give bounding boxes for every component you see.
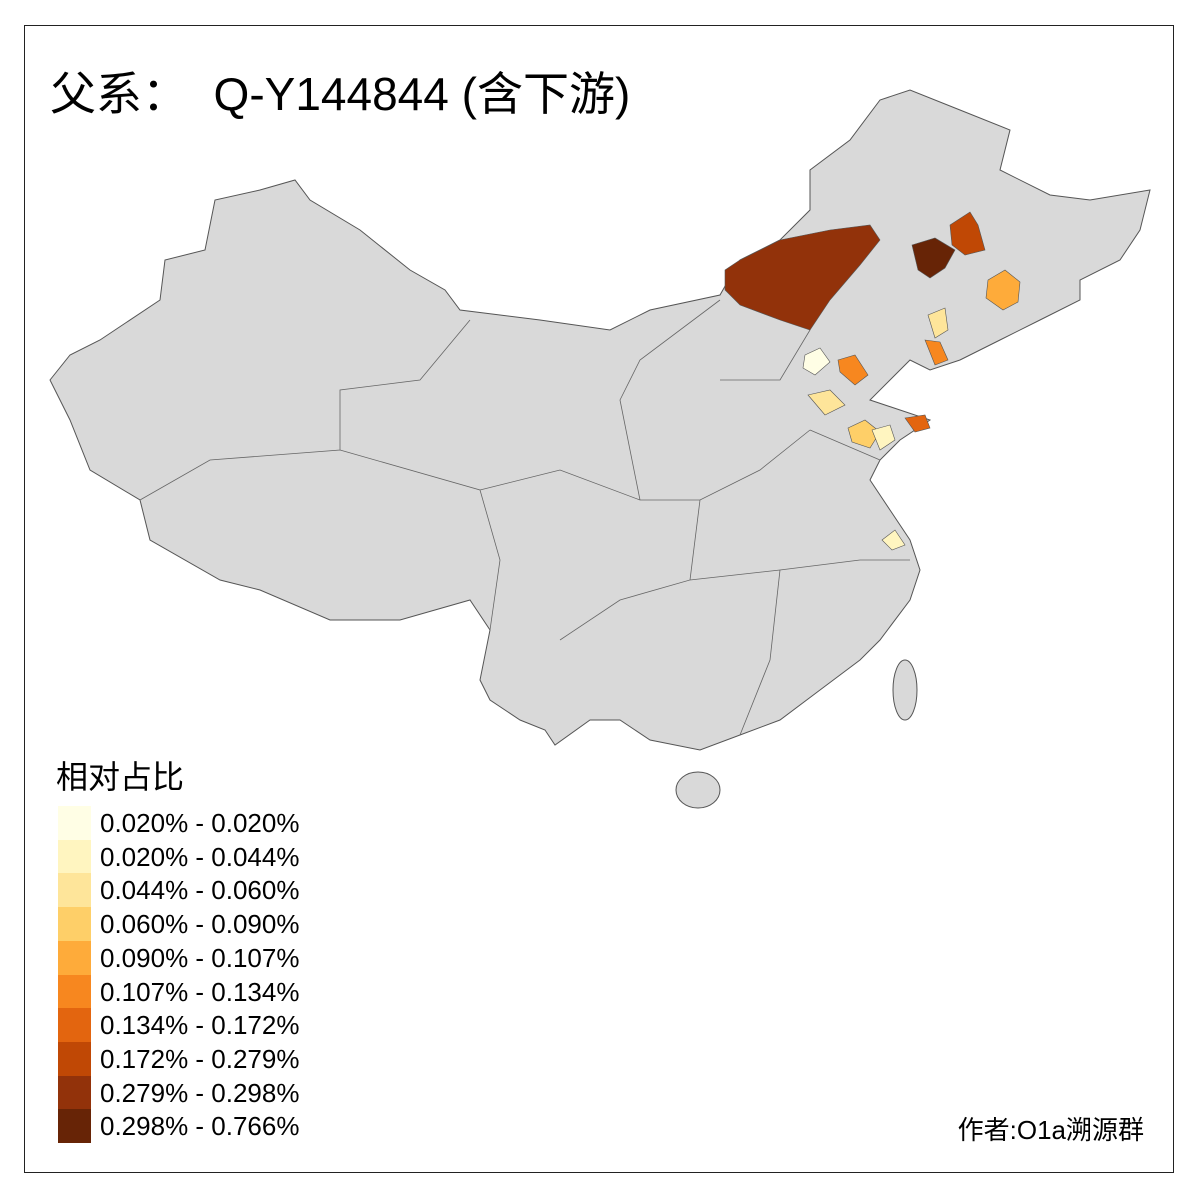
legend-item: 0.020% - 0.020% [58,806,358,840]
region-9 [911,237,956,279]
region-1 [871,424,896,451]
legend-label: 0.107% - 0.134% [100,976,300,1007]
legend-label: 0.134% - 0.172% [100,1010,300,1041]
region-2 [927,307,949,339]
legend-swatch [58,1109,91,1144]
plot-frame [24,25,1174,1173]
legend-label: 0.090% - 0.107% [100,942,300,973]
legend-swatch [58,873,91,908]
legend-label: 0.172% - 0.279% [100,1043,300,1074]
legend-item: 0.107% - 0.134% [58,974,358,1009]
legend-swatch [58,907,91,942]
region-5 [924,339,949,366]
hainan-region [675,771,721,809]
region-1 [881,529,906,551]
region-7 [949,211,986,256]
region-8 [724,224,881,331]
legend-title: 相对占比 [56,759,185,795]
legend-item: 0.044% - 0.060% [58,873,358,908]
legend-item: 0.020% - 0.044% [58,839,358,874]
legend-label: 0.020% - 0.020% [100,808,300,838]
region-5 [837,354,869,386]
legend-label: 0.298% - 0.766% [100,1111,300,1142]
map-title: 父系： Q-Y144844 (含下游) [50,68,631,120]
region-6 [904,414,931,433]
legend-swatch [58,1075,91,1110]
legend-item: 0.060% - 0.090% [58,907,358,942]
legend-swatch [58,974,91,1009]
legend-item: 0.172% - 0.279% [58,1041,358,1076]
legend-label: 0.020% - 0.044% [100,841,300,872]
region-2 [807,389,846,416]
legend-swatch [58,806,91,840]
legend-label: 0.060% - 0.090% [100,909,300,940]
china-base-region [49,89,1151,751]
region-4 [985,269,1021,311]
legend-swatch [58,839,91,874]
legend-swatch [58,1041,91,1076]
legend-item: 0.279% - 0.298% [58,1075,358,1110]
region-3 [847,419,881,449]
legend-label: 0.279% - 0.298% [100,1077,300,1108]
legend-item: 0.298% - 0.766% [58,1109,358,1144]
legend-swatch [58,940,91,975]
province-borders [139,299,910,736]
author-credit: 作者:O1a溯源群 [957,1115,1144,1145]
legend-item: 0.090% - 0.107% [58,940,358,975]
taiwan-region [892,659,918,721]
legend-item: 0.134% - 0.172% [58,1008,358,1043]
legend-label: 0.044% - 0.060% [100,875,300,906]
legend-swatch [58,1008,91,1043]
region-0 [802,347,831,376]
